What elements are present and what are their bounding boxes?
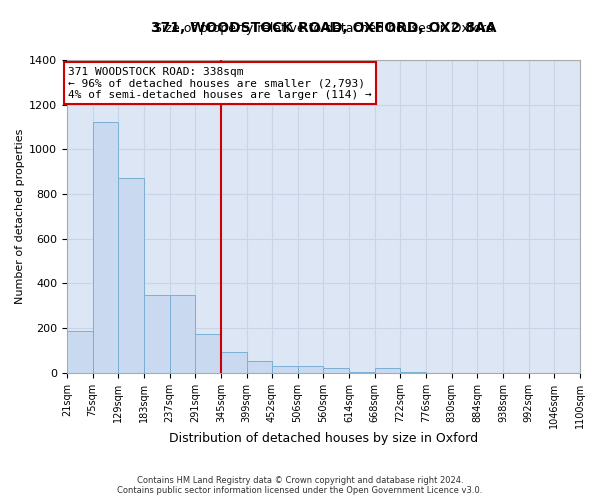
Bar [272, 366, 298, 373]
Bar [400, 372, 426, 373]
Bar [144, 294, 170, 373]
Bar [196, 334, 221, 373]
Bar [374, 368, 400, 373]
X-axis label: Distribution of detached houses by size in Oxford: Distribution of detached houses by size … [169, 432, 478, 445]
Bar [298, 366, 323, 373]
Bar [67, 332, 92, 373]
Bar [323, 368, 349, 373]
Text: 371 WOODSTOCK ROAD: 338sqm
← 96% of detached houses are smaller (2,793)
4% of se: 371 WOODSTOCK ROAD: 338sqm ← 96% of deta… [68, 66, 372, 100]
Y-axis label: Number of detached properties: Number of detached properties [15, 128, 25, 304]
Bar [118, 178, 144, 373]
Text: Contains HM Land Registry data © Crown copyright and database right 2024.
Contai: Contains HM Land Registry data © Crown c… [118, 476, 482, 495]
Bar [349, 372, 374, 373]
Title: Size of property relative to detached houses in Oxford: Size of property relative to detached ho… [154, 22, 493, 35]
Bar [221, 352, 247, 373]
Bar [170, 294, 196, 373]
Bar [92, 122, 118, 373]
Text: 371, WOODSTOCK ROAD, OXFORD, OX2 8AA: 371, WOODSTOCK ROAD, OXFORD, OX2 8AA [151, 21, 496, 35]
Bar [247, 360, 272, 373]
